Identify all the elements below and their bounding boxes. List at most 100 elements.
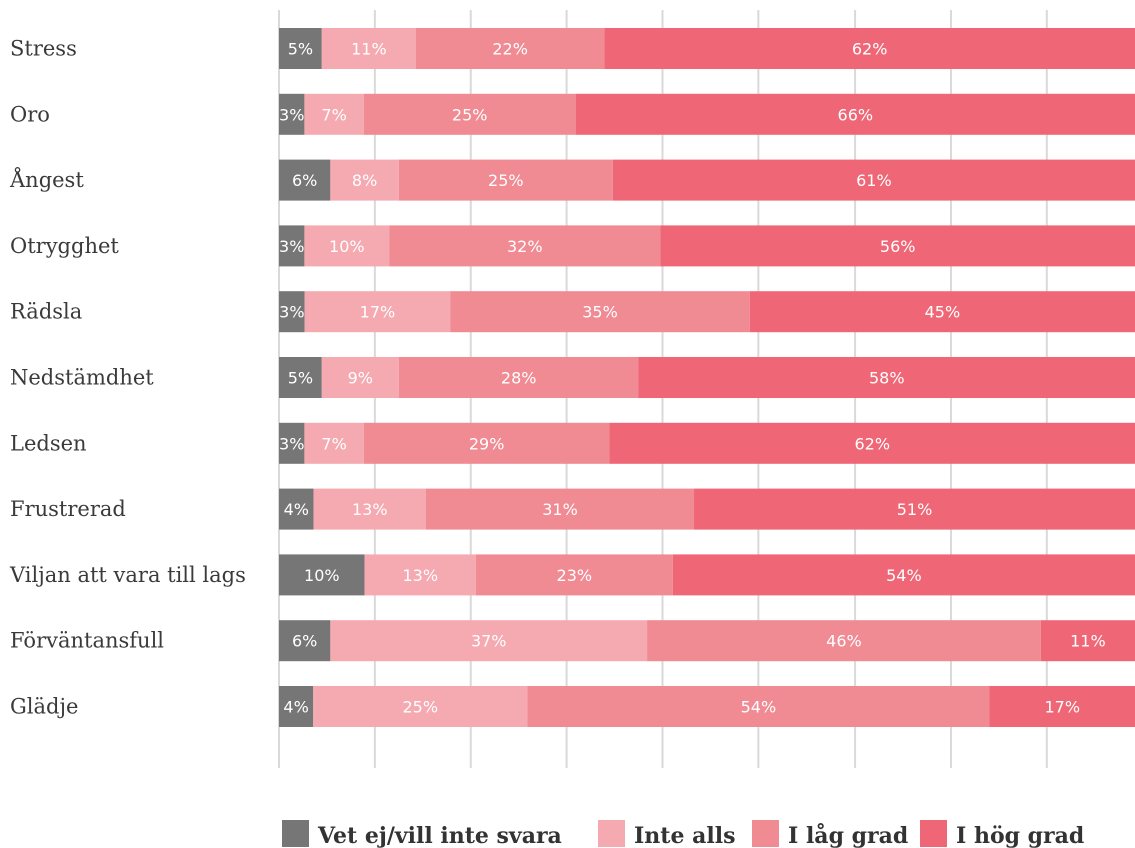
data-label: 11% — [351, 40, 387, 59]
data-label: 54% — [886, 566, 922, 585]
data-label: 10% — [304, 566, 340, 585]
legend-swatch — [598, 820, 625, 847]
bar-segment — [279, 686, 314, 727]
legend-label: I låg grad — [788, 823, 908, 848]
bar-segment — [279, 28, 322, 69]
category-label: Stress — [10, 37, 77, 61]
bar-segment — [475, 554, 673, 596]
bar-segment — [279, 422, 305, 464]
data-label: 3% — [279, 105, 304, 124]
data-label: 17% — [360, 303, 396, 322]
bar-segment — [638, 357, 1135, 398]
data-label: 31% — [542, 500, 578, 519]
data-label: 22% — [492, 40, 528, 59]
data-label: 32% — [507, 237, 543, 256]
data-label: 23% — [557, 566, 593, 585]
bar-segment — [364, 554, 476, 596]
bar-segment — [321, 28, 416, 69]
data-label: 9% — [348, 369, 373, 388]
data-label: 58% — [869, 369, 905, 388]
bar-segment — [279, 357, 322, 398]
data-label: 54% — [741, 698, 777, 717]
category-label: Oro — [10, 102, 50, 126]
bar-segment — [279, 554, 365, 596]
bar-segment — [575, 93, 1135, 135]
legend-item: Vet ej/vill inte svara — [282, 820, 562, 848]
data-label: 25% — [402, 698, 438, 717]
category-label: Förväntansfull — [10, 629, 164, 653]
legend-label: Vet ej/vill inte svara — [317, 823, 562, 848]
data-label: 25% — [488, 171, 524, 190]
legend-swatch — [752, 820, 779, 847]
data-label: 17% — [1044, 698, 1080, 717]
bar-segment — [604, 28, 1135, 69]
data-label: 3% — [279, 237, 304, 256]
data-label: 3% — [279, 434, 304, 453]
bar-segment — [304, 225, 390, 267]
data-label: 5% — [288, 40, 313, 59]
bar-segment — [398, 357, 639, 398]
bar-segment — [321, 357, 399, 398]
bar-segment — [609, 422, 1135, 464]
bar-segment — [363, 422, 610, 464]
data-label: 5% — [288, 369, 313, 388]
data-label: 13% — [352, 500, 388, 519]
bar-segment — [330, 620, 648, 662]
bar-segment — [647, 620, 1041, 662]
bar-segment — [389, 225, 661, 267]
bar-segment — [304, 93, 364, 135]
bar-segment — [612, 159, 1135, 201]
bar-segment — [425, 488, 695, 530]
legend-swatch — [920, 820, 947, 847]
bar-segment — [279, 93, 305, 135]
data-label: 62% — [854, 434, 890, 453]
bar-segment — [313, 488, 426, 530]
category-label: Glädje — [10, 695, 78, 719]
bar-segment — [660, 225, 1135, 267]
legend: Vet ej/vill inte svara Inte alls I låg gra… — [282, 820, 1084, 848]
data-label: 13% — [402, 566, 438, 585]
data-label: 61% — [856, 171, 892, 190]
data-label: 7% — [321, 434, 346, 453]
bar-segment — [279, 488, 314, 530]
data-label: 4% — [283, 698, 308, 717]
bar-segment — [527, 686, 990, 727]
bar-segment — [313, 686, 528, 727]
bar-segment — [694, 488, 1135, 530]
data-label: 45% — [925, 303, 961, 322]
bars: 5% 11% 22% 62% 3% 7% 25% 66% 6% 8% 25% 61% 3% 10% 32% 5… — [279, 28, 1135, 727]
category-label: Ledsen — [10, 431, 87, 455]
legend-item: I låg grad — [752, 820, 908, 848]
bar-segment — [450, 291, 750, 333]
bar-segment — [989, 686, 1135, 727]
data-label: 11% — [1070, 632, 1106, 651]
category-label: Ångest — [9, 167, 84, 192]
bar-segment — [304, 422, 364, 464]
bar-segment — [304, 291, 451, 333]
data-label: 4% — [284, 500, 309, 519]
data-label: 29% — [469, 434, 505, 453]
bar-segment — [415, 28, 605, 69]
bar-segment — [330, 159, 399, 201]
bar-segment — [279, 620, 331, 662]
legend-swatch — [282, 820, 309, 847]
bar-segment — [363, 93, 576, 135]
bar-segment — [1040, 620, 1135, 662]
data-label: 25% — [452, 105, 488, 124]
data-label: 10% — [329, 237, 365, 256]
bar-segment — [749, 291, 1135, 333]
category-label: Viljan att vara till lags — [9, 563, 246, 587]
category-label: Nedstämdhet — [10, 366, 154, 390]
bar-segment — [672, 554, 1135, 596]
data-label: 6% — [292, 171, 317, 190]
legend-label: Inte alls — [634, 823, 735, 848]
bar-segment — [279, 159, 331, 201]
data-label: 37% — [471, 632, 507, 651]
legend-label: I hög grad — [956, 823, 1084, 848]
data-label: 3% — [279, 303, 304, 322]
category-label: Otrygghet — [10, 234, 119, 258]
data-label: 28% — [501, 369, 537, 388]
bar-segment — [279, 291, 305, 333]
data-label: 7% — [321, 105, 346, 124]
